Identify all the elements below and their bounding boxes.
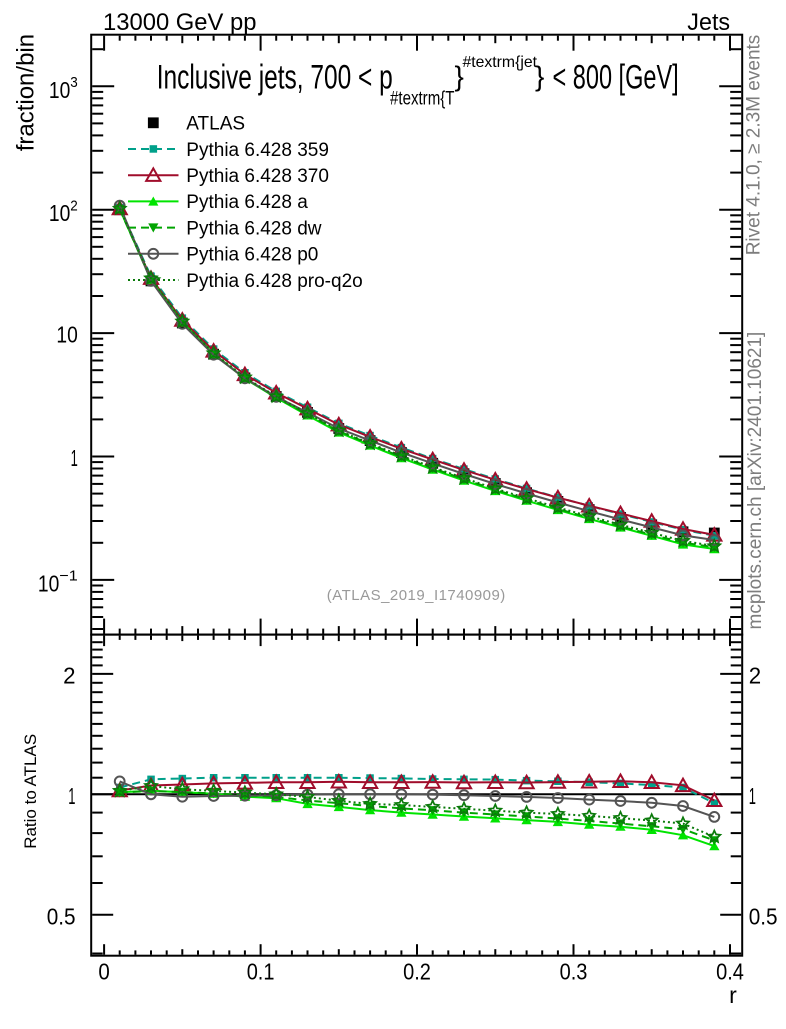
svg-text:Pythia 6.428 pro-q2o: Pythia 6.428 pro-q2o	[186, 271, 362, 292]
svg-text:10: 10	[38, 570, 59, 596]
svg-text:0.4: 0.4	[716, 958, 744, 984]
svg-text:(ATLAS_2019_I1740909): (ATLAS_2019_I1740909)	[327, 587, 506, 604]
svg-text:Ratio to ATLAS: Ratio to ATLAS	[21, 734, 40, 849]
svg-text:0.1: 0.1	[247, 958, 275, 984]
svg-text:10: 10	[49, 77, 70, 103]
svg-text:ATLAS: ATLAS	[186, 114, 245, 135]
svg-text:Pythia 6.428 370: Pythia 6.428 370	[186, 166, 329, 187]
svg-text:Rivet 4.1.0, ≥ 2.3M events: Rivet 4.1.0, ≥ 2.3M events	[744, 35, 765, 256]
svg-text:1: 1	[749, 783, 756, 809]
svg-text:Pythia 6.428 dw: Pythia 6.428 dw	[186, 218, 321, 239]
svg-text:Jets: Jets	[687, 9, 730, 36]
svg-text:0.2: 0.2	[403, 958, 431, 984]
svg-text:0.5: 0.5	[47, 904, 76, 930]
svg-text:mcplots.cern.ch [arXiv:2401.10: mcplots.cern.ch [arXiv:2401.10621]	[745, 332, 766, 630]
svg-text:< 800 [GeV]: < 800 [GeV]	[553, 58, 679, 96]
svg-text:10: 10	[56, 322, 77, 348]
svg-text:0.3: 0.3	[560, 958, 588, 984]
svg-text:0.5: 0.5	[749, 904, 778, 930]
svg-text:10: 10	[49, 200, 70, 226]
svg-text:Pythia 6.428 a: Pythia 6.428 a	[186, 192, 308, 213]
svg-text:1: 1	[68, 783, 75, 809]
svg-text:3: 3	[70, 74, 78, 91]
svg-text:fraction/bin: fraction/bin	[13, 34, 40, 151]
svg-text:}: }	[455, 61, 464, 92]
svg-text:#textrm{jet: #textrm{jet	[463, 54, 538, 71]
svg-text:2: 2	[63, 663, 75, 689]
svg-text:#textrm{T: #textrm{T	[390, 89, 455, 110]
svg-text:Inclusive jets, 700 < p: Inclusive jets, 700 < p	[157, 58, 393, 96]
svg-text:r: r	[729, 982, 737, 1008]
svg-text:2: 2	[749, 663, 761, 689]
svg-text:1: 1	[71, 445, 78, 471]
svg-text:Pythia 6.428 359: Pythia 6.428 359	[186, 140, 329, 161]
svg-text:13000 GeV pp: 13000 GeV pp	[103, 9, 257, 36]
svg-text:}: }	[535, 61, 544, 92]
svg-text:−1: −1	[59, 568, 78, 585]
svg-text:2: 2	[70, 197, 78, 214]
svg-text:Pythia 6.428 p0: Pythia 6.428 p0	[186, 245, 318, 266]
svg-text:0: 0	[98, 958, 109, 984]
